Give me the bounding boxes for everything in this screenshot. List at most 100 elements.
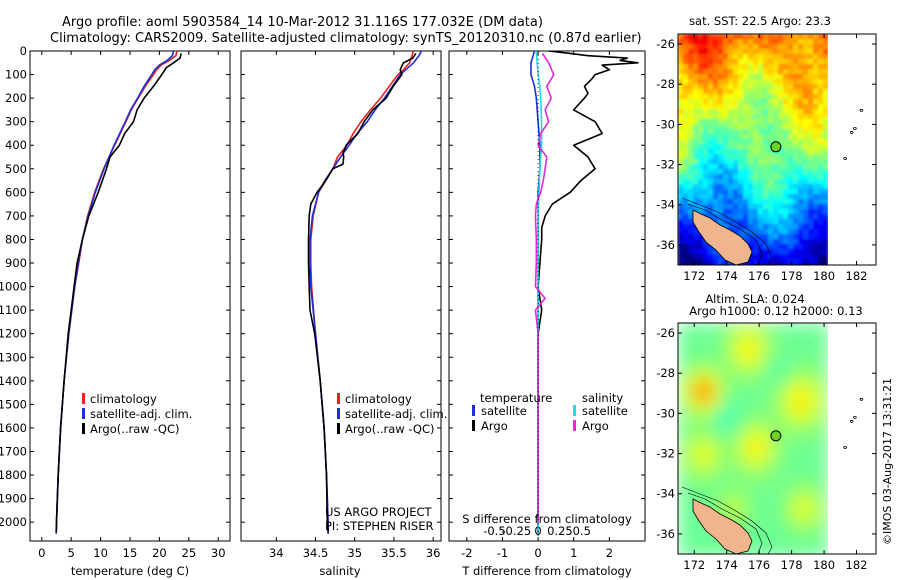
sla-cell <box>702 341 709 348</box>
sla-cell <box>732 389 739 396</box>
sla-cell <box>720 449 727 456</box>
coastline-contour <box>681 197 773 265</box>
sla-cell <box>768 335 775 342</box>
sla-cell <box>798 341 805 348</box>
sst-cell <box>818 179 824 185</box>
sla-cell <box>756 467 763 474</box>
sla-cell <box>744 431 751 438</box>
sst-cell <box>698 114 704 120</box>
sst-cell <box>698 99 704 105</box>
sst-cell <box>698 144 704 150</box>
sla-cell <box>678 515 685 522</box>
sla-cell <box>750 461 757 468</box>
sst-cell <box>713 44 719 50</box>
sst-cell <box>778 134 784 140</box>
sst-cell <box>808 39 814 45</box>
sla-cell <box>750 371 757 378</box>
sst-cell <box>698 119 704 125</box>
sla-cell <box>774 461 781 468</box>
sla-cell <box>678 359 685 366</box>
sla-cell <box>762 521 769 528</box>
sst-cell <box>683 209 689 215</box>
sst-cell <box>723 34 729 40</box>
sla-cell <box>822 407 828 414</box>
depth-tick-label: 900 <box>5 256 27 270</box>
sst-cell <box>698 69 704 75</box>
sst-cell <box>793 59 799 65</box>
sla-cell <box>696 377 703 384</box>
sst-cell <box>678 64 684 70</box>
sst-cell <box>798 139 804 145</box>
sst-cell <box>783 214 789 220</box>
sla-cell <box>726 329 733 336</box>
sst-cell <box>713 34 719 40</box>
sst-cell <box>688 199 694 205</box>
sla-cell <box>684 527 691 534</box>
sst-cell <box>678 224 684 230</box>
sst-cell <box>813 54 819 60</box>
sla-cell <box>684 413 691 420</box>
sst-cell <box>753 239 759 245</box>
sla-cell <box>798 365 805 372</box>
sst-cell <box>803 119 809 125</box>
sla-cell <box>804 455 811 462</box>
sst-cell <box>713 99 719 105</box>
sst-cell <box>718 179 724 185</box>
sst-cell <box>758 64 764 70</box>
sla-cell <box>726 491 733 498</box>
sst-cell <box>763 199 769 205</box>
sst-cell <box>698 104 704 110</box>
sst-cell <box>678 114 684 120</box>
sst-cell <box>693 179 699 185</box>
sst-cell <box>793 219 799 225</box>
sst-cell <box>778 49 784 55</box>
sst-cell <box>733 144 739 150</box>
sla-cell <box>804 539 811 546</box>
sla-cell <box>786 539 793 546</box>
sst-cell <box>693 59 699 65</box>
sst-cell <box>783 239 789 245</box>
sst-cell <box>758 174 764 180</box>
sla-cell <box>810 467 817 474</box>
sst-cell <box>688 59 694 65</box>
sla-cell <box>768 461 775 468</box>
sst-cell <box>758 214 764 220</box>
sla-cell <box>762 533 769 540</box>
sla-cell <box>762 539 769 546</box>
sst-cell <box>768 89 774 95</box>
sla-cell <box>696 533 703 540</box>
sst-cell <box>768 104 774 110</box>
sla-cell <box>696 443 703 450</box>
sst-cell <box>678 59 684 65</box>
sst-cell <box>688 99 694 105</box>
sla-cell <box>732 377 739 384</box>
sst-cell <box>718 254 724 260</box>
sst-cell <box>808 139 814 145</box>
sst-cell <box>678 89 684 95</box>
sst-cell <box>693 99 699 105</box>
sst-cell <box>698 239 704 245</box>
sst-cell <box>768 169 774 175</box>
sla-cell <box>678 545 685 552</box>
sla-cell <box>816 485 823 492</box>
sst-cell <box>693 184 699 190</box>
sst-cell <box>768 44 774 50</box>
sst-cell <box>703 124 709 130</box>
sst-cell <box>813 234 819 240</box>
sla-cell <box>690 371 697 378</box>
sst-cell <box>788 74 794 80</box>
sla-cell <box>798 425 805 432</box>
sst-cell <box>738 49 744 55</box>
sla-cell <box>792 491 799 498</box>
sst-cell <box>768 164 774 170</box>
sst-cell <box>738 139 744 145</box>
sst-cell <box>803 169 809 175</box>
sla-map-frame <box>677 322 877 555</box>
sst-cell <box>683 174 689 180</box>
sst-cell <box>823 124 828 130</box>
sst-cell <box>738 224 744 230</box>
sla-cell <box>816 383 823 390</box>
sla-cell <box>816 335 823 342</box>
sst-cell <box>713 54 719 60</box>
sla-cell <box>714 407 721 414</box>
